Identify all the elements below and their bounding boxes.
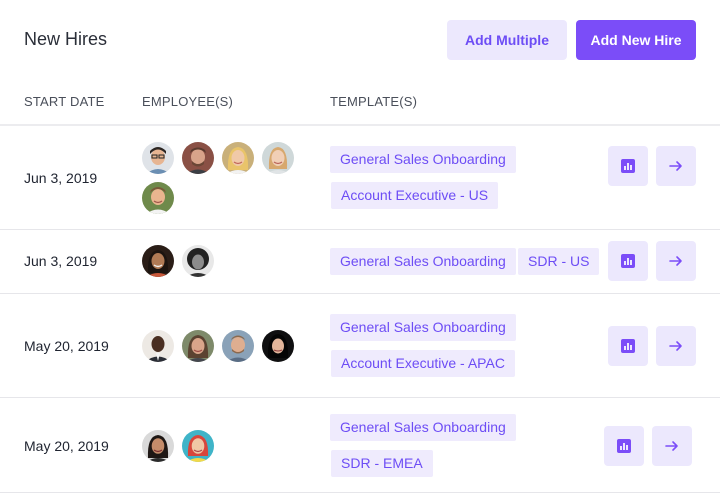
column-header-templates[interactable]: TEMPLATE(S) <box>330 94 418 109</box>
employee-avatar[interactable] <box>182 430 214 462</box>
column-header-start-date[interactable]: START DATE <box>24 94 105 109</box>
bar-chart-icon <box>617 439 631 453</box>
template-tag[interactable]: SDR - US <box>518 248 600 275</box>
column-header-employees[interactable]: EMPLOYEE(S) <box>142 94 234 109</box>
open-row-button[interactable] <box>656 241 696 281</box>
template-tag[interactable]: General Sales Onboarding <box>330 146 516 173</box>
template-tag[interactable]: Account Executive - US <box>331 182 499 209</box>
template-tag[interactable]: SDR - EMEA <box>331 450 433 477</box>
row-divider <box>0 293 720 294</box>
arrow-right-icon <box>665 441 678 451</box>
view-report-button[interactable] <box>608 146 648 186</box>
employee-avatar[interactable] <box>142 330 174 362</box>
header-divider <box>0 124 720 126</box>
bar-chart-icon <box>621 254 635 268</box>
view-report-button[interactable] <box>608 326 648 366</box>
start-date: Jun 3, 2019 <box>24 170 98 186</box>
employee-avatar[interactable] <box>182 330 214 362</box>
template-tag[interactable]: General Sales Onboarding <box>330 414 516 441</box>
employee-avatar[interactable] <box>142 142 174 174</box>
employee-avatar[interactable] <box>182 245 214 277</box>
row-divider <box>0 397 720 398</box>
employee-avatar[interactable] <box>222 142 254 174</box>
arrow-right-icon <box>669 161 682 171</box>
add-multiple-button[interactable]: Add Multiple <box>447 20 567 60</box>
arrow-right-icon <box>669 256 682 266</box>
employee-avatar[interactable] <box>182 142 214 174</box>
arrow-right-icon <box>669 341 682 351</box>
open-row-button[interactable] <box>656 326 696 366</box>
employee-avatar[interactable] <box>262 142 294 174</box>
open-row-button[interactable] <box>656 146 696 186</box>
template-tag[interactable]: General Sales Onboarding <box>330 248 516 275</box>
view-report-button[interactable] <box>608 241 648 281</box>
add-new-hire-button[interactable]: Add New Hire <box>576 20 696 60</box>
row-divider <box>0 492 720 493</box>
employee-avatar[interactable] <box>142 430 174 462</box>
bar-chart-icon <box>621 159 635 173</box>
employee-avatar[interactable] <box>142 245 174 277</box>
start-date: May 20, 2019 <box>24 338 109 354</box>
start-date: May 20, 2019 <box>24 438 109 454</box>
employee-avatar[interactable] <box>222 330 254 362</box>
page-header: New Hires Add Multiple Add New Hire <box>0 0 720 80</box>
row-divider <box>0 229 720 230</box>
template-tag[interactable]: Account Executive - APAC <box>331 350 515 377</box>
open-row-button[interactable] <box>652 426 692 466</box>
employee-avatar[interactable] <box>142 182 174 214</box>
template-tag[interactable]: General Sales Onboarding <box>330 314 516 341</box>
page-title: New Hires <box>24 29 108 49</box>
view-report-button[interactable] <box>604 426 644 466</box>
employee-avatar[interactable] <box>262 330 294 362</box>
bar-chart-icon <box>621 339 635 353</box>
start-date: Jun 3, 2019 <box>24 253 98 269</box>
